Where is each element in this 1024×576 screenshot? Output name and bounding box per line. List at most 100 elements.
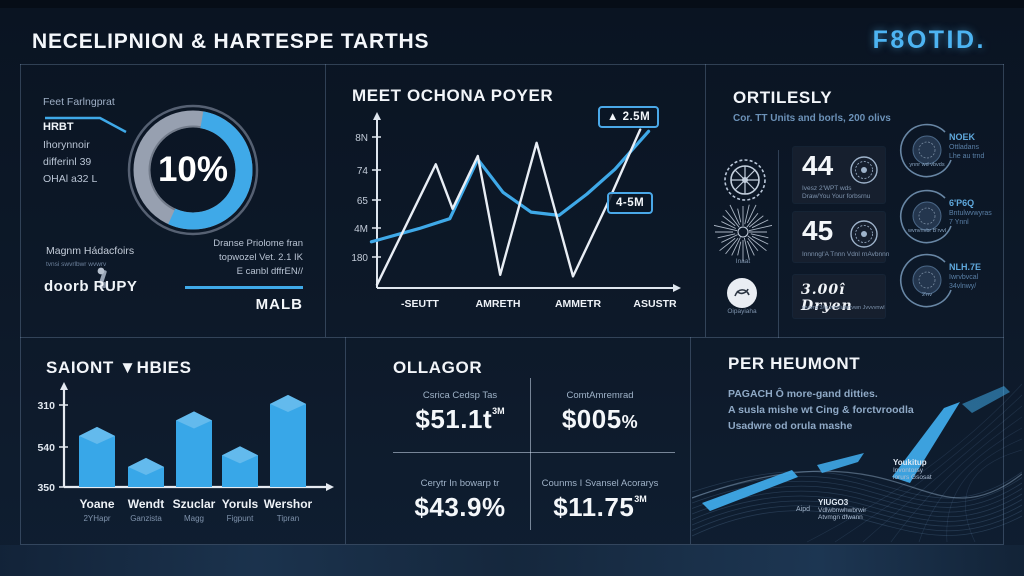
quadrant-suffix: % xyxy=(621,412,639,432)
quadrant-suffix: 3M xyxy=(634,494,647,504)
bar-category-label: Yoane 2YHapr xyxy=(79,497,115,523)
bar-category-label: Szuclar Magg xyxy=(172,497,216,523)
svg-text:8N: 8N xyxy=(355,133,368,144)
svg-text:65: 65 xyxy=(357,196,369,207)
engagement-footer-brand: doorb RUPY xyxy=(44,278,138,295)
engagement-line-3: OHAl a32 L xyxy=(43,173,98,185)
divider xyxy=(20,64,1004,65)
bar-category-label: Wendt Ganzista xyxy=(127,497,165,523)
arc-caption: ynnr wd vbvds xyxy=(909,162,945,168)
line-chart: 8N 74 65 4M 180 -SEUTT AMRETH AMMETR ASUSTR xyxy=(351,112,681,310)
annotation-badge-top: ▲ 2.5M xyxy=(598,106,660,128)
heumont-title: PER HEUMONT xyxy=(728,354,861,373)
engagement-footer-sub: tvnsi swvrlbwr wvwrv xyxy=(46,261,107,268)
annotation-badge-mid: 4-5M xyxy=(607,192,654,214)
mesh-label-title: Youkitup xyxy=(893,458,927,467)
arc-caption: wvnvnvbr B'rvvl xyxy=(907,228,947,234)
mesh-label-title: YIUGO3 xyxy=(818,498,849,507)
divider xyxy=(778,150,779,338)
quadrant-label: Cerytr In bowarp tr xyxy=(420,478,500,489)
divider xyxy=(345,337,346,544)
quadrant-suffix: 3M xyxy=(492,406,505,416)
arc-line-2: Lhe au trnd xyxy=(949,153,985,160)
divider xyxy=(20,64,21,544)
mesh-label-2: YIUGO3 Vdlwbnwhwbrwir Atvmgn dfwann xyxy=(818,498,866,521)
quadrant-value: $43.9% xyxy=(414,492,506,522)
engagement-note: Dranse Priolome fran topwozel Vet. 2.1 I… xyxy=(185,237,303,313)
divider xyxy=(705,64,706,337)
svg-text:350: 350 xyxy=(37,482,55,494)
svg-text:ASUSTR: ASUSTR xyxy=(633,298,677,310)
header-top-strip xyxy=(0,0,1024,8)
ollagor-title: OLLAGOR xyxy=(393,358,483,377)
heumont-body-2: A susla mishe wt Cing & forctvroodla xyxy=(728,404,914,416)
quadrant-value: $005% xyxy=(561,404,639,434)
arc-title: NOEK xyxy=(949,132,976,142)
stat-card-45: 45 Innnngl'A Tnnn Vdnl rnAvbnnn xyxy=(793,212,889,262)
donut-chart xyxy=(127,104,259,236)
stat-sub-1: Ivesz 2'WPT wds xyxy=(802,185,852,192)
stat-sub-1: wvwnz'3/w wnclutsrtvwn Jvvvvnwl xyxy=(802,305,885,311)
donut-center-value: 10% xyxy=(157,150,229,189)
coin-icon xyxy=(727,278,757,308)
quadrant-value: $51.1t3M xyxy=(415,404,505,434)
arc-line-1: Ottladans xyxy=(949,144,979,151)
quadrant-bottom-right: Counms I Svansel Acorarys $11.753M xyxy=(534,478,666,540)
svg-text:AMMETR: AMMETR xyxy=(555,298,601,310)
arc-line-2: 7 Ynnl xyxy=(949,219,969,226)
bottom-band xyxy=(0,545,1024,576)
mesh-label-line: Atvmgn dfwann xyxy=(818,514,863,521)
arc-ring-icon xyxy=(900,189,952,244)
arc-ring-icon xyxy=(900,123,952,178)
arc-ring-icon xyxy=(900,253,952,308)
quadrant-value: $11.753M xyxy=(553,492,647,522)
svg-text:540: 540 xyxy=(37,442,55,454)
svg-text:180: 180 xyxy=(351,253,368,264)
starburst-label: Inaat xyxy=(735,258,751,265)
mesh-label-line: lorurs Gsosat xyxy=(893,474,932,481)
svg-text:310: 310 xyxy=(37,400,55,412)
line-panel-title: MEET OCHONA POYER xyxy=(352,86,554,105)
arc-title: NLH.7E xyxy=(949,262,982,272)
heumont-body-1: PAGACH Ô more-gand ditties. xyxy=(728,388,878,400)
quadrant-divider-h xyxy=(393,452,675,453)
svg-text:-SEUTT: -SEUTT xyxy=(401,298,440,310)
mesh-label-1: Youkitup Invontorsy lorurs Gsosat xyxy=(893,458,932,481)
divider xyxy=(20,337,1004,338)
arc-caption: 2'nv xyxy=(922,292,932,298)
wheel-icon xyxy=(724,159,766,201)
arc-item-3: 2'nv NLH.7E Iwrvbvcal 34vlnwy/ xyxy=(895,250,1024,314)
bar-category-label: Yoruls Figpunt xyxy=(221,497,259,523)
divider xyxy=(690,337,691,544)
quadrant-bottom-left: Cerytr In bowarp tr $43.9% xyxy=(394,478,526,540)
engagement-footer-title: Magnm Hádacfoirs xyxy=(46,245,135,257)
ortilesly-subtitle: Cor. TT Units and borls, 200 olivs xyxy=(733,113,891,124)
bars-panel-title: SAIONT ▼HBIES xyxy=(46,358,192,377)
engagement-line-2: differinl 39 xyxy=(43,156,92,168)
svg-text:4M: 4M xyxy=(354,224,368,235)
stat-sub-1: Innnngl'A Tnnn Vdnl rnAvbnnn xyxy=(802,251,890,258)
ortilesly-title: ORTILESLY xyxy=(733,88,833,107)
stat-card-44: 44 Ivesz 2'WPT wds Draw/You Your forbsrn… xyxy=(793,147,885,203)
starburst-icon xyxy=(714,204,772,261)
mesh-decoration xyxy=(692,383,1022,543)
quadrant-divider-v xyxy=(530,378,531,530)
coin-label: Oipayiaha xyxy=(727,308,757,315)
svg-text:74: 74 xyxy=(357,166,369,177)
note-line-2: topwozel Vet. 2.1 IK xyxy=(219,252,303,263)
mesh-label-2-prefix: Aipd xyxy=(796,506,811,513)
arc-item-1: ynnr wd vbvds NOEK Ottladans Lhe au trnd xyxy=(895,120,1024,184)
arc-line-2: 34vlnwy/ xyxy=(949,283,977,290)
arc-line-1: Bntulwvwyras xyxy=(949,210,992,217)
arc-title: 6'P6Q xyxy=(949,198,975,208)
quadrant-label: Counms I Svansel Acorarys xyxy=(541,478,659,489)
bar-category-label: Wershor Tipran xyxy=(263,497,313,523)
stat-value: 44 xyxy=(802,150,834,181)
arc-line-1: Iwrvbvcal xyxy=(949,274,979,281)
leader-line xyxy=(45,116,127,134)
mesh-label-line: Invontorsy xyxy=(893,467,923,474)
brand-logo: F8OTID. xyxy=(872,26,986,54)
heumont-body-3: Usadwre od orula mashe xyxy=(728,420,853,432)
quadrant-top-right: ComtAmremrad $005% xyxy=(534,390,666,452)
